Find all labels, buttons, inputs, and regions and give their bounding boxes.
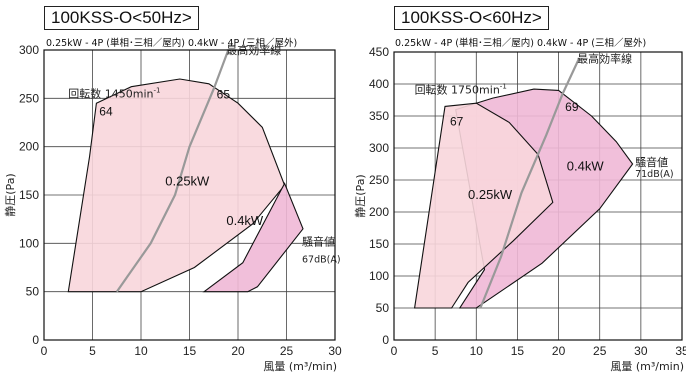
x-tick-label: 15 (511, 344, 525, 358)
y-tick-label: 100 (19, 236, 39, 250)
chart-panel-50hz: 100KSS-O<50Hz> 0.25kW - 4P (単相･三相／屋内) 0.… (3, 6, 342, 373)
efficiency-point-label: 64 (99, 105, 113, 119)
y-tick-label: 200 (369, 205, 389, 219)
y-tick-label: 100 (369, 269, 389, 283)
efficiency-point-label: 69 (565, 100, 579, 114)
series-area-04kw (202, 182, 304, 293)
x-tick-label: 5 (432, 344, 439, 358)
y-tick-label: 400 (369, 77, 389, 91)
x-tick-label: 5 (89, 344, 96, 358)
series-label: 0.4kW (567, 158, 605, 173)
x-tick-label: 30 (634, 344, 648, 358)
x-tick-label: 25 (280, 344, 294, 358)
x-tick-label: 20 (552, 344, 566, 358)
x-tick-label: 25 (593, 344, 607, 358)
x-tick-label: 20 (231, 344, 245, 358)
rpm-label: 回転数 1750min-1 (415, 83, 507, 97)
y-tick-label: 250 (19, 91, 39, 105)
y-axis-label: 静圧(Pa) (3, 173, 17, 216)
y-tick-label: 200 (19, 140, 39, 154)
efficiency-curve (479, 57, 581, 309)
y-tick-label: 150 (369, 237, 389, 251)
chart-subtitle: 0.25kW - 4P (単相･三相／屋内) 0.4kW - 4P (三相／屋外… (395, 38, 647, 49)
noise-value-label: 71dB(A) (635, 169, 674, 180)
x-tick-label: 10 (134, 344, 148, 358)
y-tick-label: 350 (369, 109, 389, 123)
rpm-label: 回転数 1450min-1 (68, 86, 160, 100)
noise-label: 騒音値 (635, 155, 668, 169)
x-axis-label: 風量 (m³/min) (263, 360, 337, 373)
y-tick-label: 0 (382, 333, 389, 347)
series-label: 0.25kW (165, 173, 210, 188)
plot-frame (393, 51, 683, 341)
efficiency-curve-label: 最高効率線 (577, 51, 632, 65)
chart-subtitle: 0.25kW - 4P (単相･三相／屋内) 0.4kW - 4P (三相／屋外… (46, 38, 298, 49)
x-axis-label: 風量 (m³/min) (610, 360, 684, 373)
y-tick-label: 450 (369, 45, 389, 59)
x-tick-label: 10 (470, 344, 484, 358)
chart-title: 100KSS-O<50Hz> (44, 6, 199, 30)
y-tick-label: 250 (369, 173, 389, 187)
efficiency-point-label: 67 (450, 115, 464, 129)
y-tick-label: 0 (32, 333, 39, 347)
chart-panel-60hz: 100KSS-O<60Hz> 0.25kW - 4P (単相･三相／屋内) 0.… (343, 0, 686, 378)
y-axis-label: 静圧(Pa) (353, 174, 367, 217)
efficiency-curve (115, 49, 230, 293)
x-tick-label: 15 (183, 344, 197, 358)
chart-title: 100KSS-O<60Hz> (394, 6, 549, 30)
y-tick-label: 150 (19, 188, 39, 202)
series-label: 0.25kW (468, 187, 513, 202)
x-tick-label: 0 (391, 344, 398, 358)
x-tick-label: 0 (41, 344, 48, 358)
series-label: 0.4kW (226, 213, 264, 228)
efficiency-point-label: 65 (217, 87, 231, 101)
noise-label: 騒音値 (302, 234, 335, 248)
plot-frame (43, 49, 336, 341)
x-tick-label: 30 (328, 344, 342, 358)
series-area-025kw (413, 102, 554, 309)
x-tick-label: 35 (675, 344, 686, 358)
series-area-025kw (67, 78, 286, 293)
noise-value-label: 67dB(A) (302, 255, 341, 266)
y-tick-label: 50 (376, 301, 390, 315)
chart-plot-60hz: 最高効率線 0 5 10 15 20 25 30 35 50 100 150 200 250 300 350 4… (353, 45, 686, 373)
y-tick-label: 50 (26, 285, 40, 299)
y-tick-label: 300 (19, 43, 39, 57)
y-tick-label: 300 (369, 141, 389, 155)
